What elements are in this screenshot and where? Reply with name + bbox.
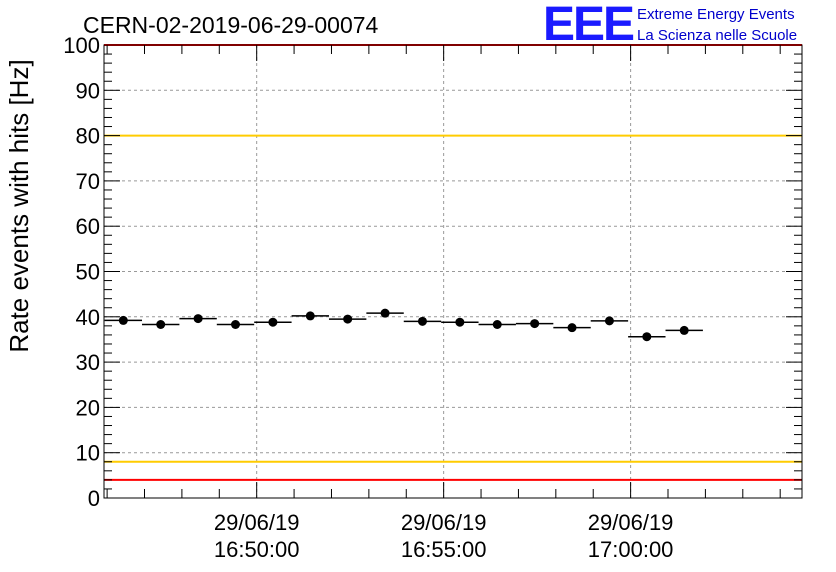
y-tick-label: 100 xyxy=(63,33,100,58)
y-tick-label: 90 xyxy=(76,78,100,103)
data-point xyxy=(530,319,540,329)
reference-lines xyxy=(104,44,802,481)
eee-logo: EEE Extreme Energy Events La Scienza nel… xyxy=(543,0,797,51)
data-point xyxy=(417,316,427,326)
y-tick-label: 80 xyxy=(76,124,100,149)
data-point xyxy=(343,314,353,324)
data-point xyxy=(305,311,315,321)
data-point xyxy=(156,320,166,330)
x-tick-label-time: 17:00:00 xyxy=(588,537,674,562)
y-tick-label: 70 xyxy=(76,169,100,194)
x-tick-label-time: 16:55:00 xyxy=(401,537,487,562)
x-tick-label-date: 29/06/19 xyxy=(214,510,300,535)
y-tick-label: 50 xyxy=(76,260,100,285)
data-series xyxy=(104,308,703,342)
x-tick-label-date: 29/06/19 xyxy=(401,510,487,535)
data-point xyxy=(567,323,577,333)
data-point xyxy=(492,320,502,330)
y-tick-label: 10 xyxy=(76,441,100,466)
y-axis: 0 10 20 30 40 50 60 70 80 90 100 xyxy=(63,33,802,511)
chart-title: CERN-02-2019-06-29-00074 xyxy=(83,12,379,38)
data-point xyxy=(193,314,203,324)
data-point xyxy=(118,315,128,325)
logo-line-1: Extreme Energy Events xyxy=(637,6,795,23)
x-tick-label-time: 16:50:00 xyxy=(214,537,300,562)
x-tick-label-date: 29/06/19 xyxy=(588,510,674,535)
data-point xyxy=(679,325,689,335)
x-axis: 29/06/1916:50:0029/06/1916:55:0029/06/19… xyxy=(106,45,781,562)
logo-line-2: La Scienza nelle Scuole xyxy=(637,27,797,44)
data-point xyxy=(380,308,390,318)
y-tick-label: 40 xyxy=(76,305,100,330)
grid xyxy=(104,45,802,498)
data-point xyxy=(268,317,278,327)
data-point xyxy=(455,317,465,327)
y-axis-label: Rate events with hits [Hz] xyxy=(4,59,34,352)
y-tick-label: 60 xyxy=(76,214,100,239)
data-point xyxy=(230,320,240,330)
data-point xyxy=(604,316,614,326)
eee-logo-mark: EEE xyxy=(543,0,634,51)
y-tick-label: 20 xyxy=(76,395,100,420)
data-point xyxy=(642,332,652,342)
y-tick-label: 0 xyxy=(88,486,100,511)
y-tick-label: 30 xyxy=(76,350,100,375)
